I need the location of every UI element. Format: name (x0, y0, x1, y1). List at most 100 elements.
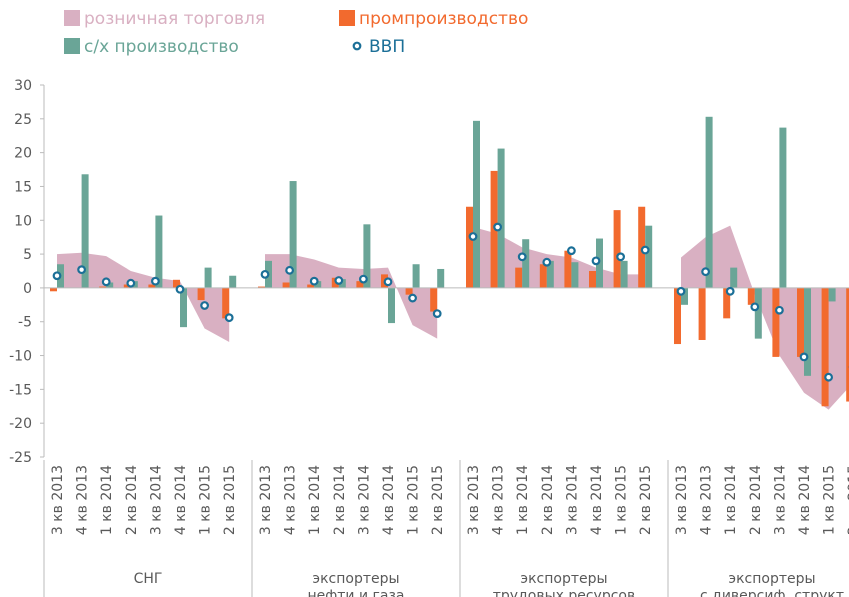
group-label: нефти и газа (308, 588, 405, 597)
bar (430, 287, 438, 312)
bar (155, 215, 163, 288)
x-tick-label: 1 кв 2015 (406, 465, 422, 535)
bar (828, 287, 836, 302)
bar (804, 287, 811, 376)
x-tick-label: 1 кв 2015 (198, 465, 214, 535)
group-label: СНГ (134, 571, 163, 587)
bar (681, 287, 688, 305)
bar (846, 287, 849, 402)
gdp-point (224, 313, 234, 323)
x-tick-label: 3 кв 2014 (356, 465, 372, 535)
bar (473, 120, 480, 288)
gdp-point (616, 252, 625, 262)
x-tick-label: 2 кв 2014 (540, 465, 556, 535)
bar (173, 279, 180, 288)
bar (522, 239, 530, 288)
bar (497, 148, 505, 288)
y-tick-label: 20 (14, 146, 32, 162)
bar (197, 287, 205, 301)
gdp-point (775, 305, 784, 315)
x-tick-label: 3 кв 2013 (674, 465, 690, 535)
gdp-point (750, 302, 760, 312)
x-tick-label: 2 кв 2015 (638, 465, 654, 535)
x-tick-label: 3 кв 2013 (50, 465, 66, 535)
group-label: с диверсиф. структ (700, 588, 844, 597)
x-tick-label: 4 кв 2013 (699, 465, 715, 535)
bar (388, 287, 395, 324)
legend-marker (64, 10, 80, 26)
y-tick-label: 15 (14, 179, 32, 195)
legend-marker (352, 41, 362, 51)
y-tick-label: -15 (9, 382, 32, 398)
gdp-point (640, 245, 650, 255)
y-tick-label: -25 (9, 450, 32, 466)
x-tick-label: 1 кв 2015 (822, 465, 838, 535)
x-tick-label: 2 кв 2015 (846, 465, 849, 535)
gdp-point (383, 277, 393, 287)
gdp-point (701, 267, 710, 277)
x-tick-label: 4 кв 2014 (589, 465, 605, 535)
y-tick-label: 0 (23, 281, 32, 297)
gdp-point (725, 286, 735, 296)
x-tick-label: 2 кв 2015 (430, 465, 446, 535)
legend-marker (339, 10, 355, 26)
x-tick-label: 1 кв 2014 (515, 465, 531, 535)
gdp-point (309, 276, 319, 286)
gdp-point (285, 265, 295, 275)
x-tick-label: 2 кв 2014 (332, 465, 348, 535)
bar (204, 267, 212, 288)
bar (338, 279, 346, 288)
x-tick-label: 2 кв 2014 (124, 465, 140, 535)
gdp-point (542, 257, 552, 267)
bar (546, 260, 554, 288)
gdp-point (260, 269, 270, 279)
x-tick-label: 3 кв 2014 (772, 465, 788, 535)
y-tick-label: 25 (14, 112, 32, 128)
bar (289, 181, 297, 288)
y-tick-label: -5 (18, 315, 32, 331)
bar (620, 260, 628, 288)
bar (258, 286, 265, 288)
gdp-point (493, 222, 503, 232)
x-tick-label: 2 кв 2015 (222, 465, 238, 535)
legend-label: розничная торговля (84, 9, 265, 29)
bar (356, 281, 364, 288)
gdp-point (126, 278, 136, 288)
y-tick-label: 30 (14, 78, 32, 94)
bar (674, 287, 681, 345)
y-tick-label: -20 (9, 416, 32, 432)
bar (412, 264, 420, 288)
bar (99, 286, 107, 288)
gdp-point (676, 286, 686, 296)
bar (148, 284, 156, 288)
x-tick-label: 4 кв 2014 (797, 465, 813, 535)
bar (638, 206, 646, 288)
bar (363, 224, 371, 288)
bar (747, 287, 755, 305)
bar (50, 287, 57, 292)
x-tick-label: 1 кв 2015 (614, 465, 630, 535)
gdp-point (150, 276, 160, 286)
x-tick-label: 3 кв 2013 (258, 465, 274, 535)
bar (314, 281, 322, 288)
bar (437, 268, 445, 288)
x-tick-label: 1 кв 2014 (99, 465, 115, 535)
bar (797, 287, 804, 357)
group-label: экспортеры (520, 571, 607, 587)
x-tick-label: 3 кв 2014 (148, 465, 164, 535)
gdp-point (200, 301, 210, 310)
y-tick-label: -10 (9, 349, 32, 365)
bar (821, 287, 829, 407)
gdp-point (408, 293, 418, 303)
y-tick-label: 5 (23, 247, 32, 263)
bar (515, 267, 523, 288)
gdp-point (175, 284, 185, 294)
bar (589, 271, 596, 288)
x-tick-label: 4 кв 2013 (283, 465, 299, 535)
group-label: экспортеры (728, 571, 815, 587)
gdp-point (468, 232, 478, 241)
gdp-point (517, 252, 527, 262)
bar (613, 210, 621, 288)
gdp-point (432, 309, 442, 319)
